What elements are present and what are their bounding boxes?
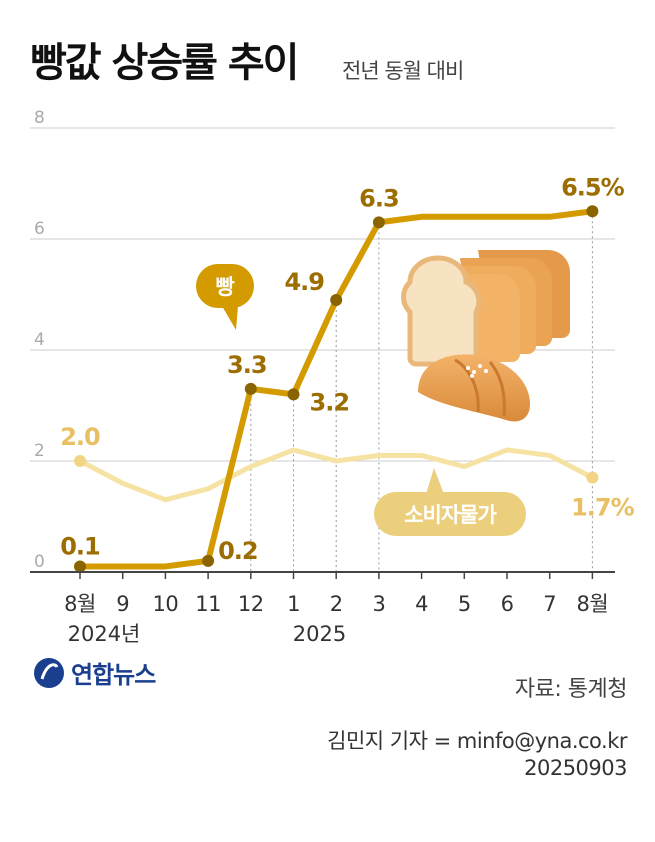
cpi-value-label-0: 2.0 (60, 423, 100, 451)
x-tick-label-1: 9 (116, 592, 129, 616)
cpi-point-12 (586, 471, 599, 484)
bread-value-label-3: 0.2 (218, 537, 258, 565)
cpi-legend-label: 소비자물가 (404, 503, 497, 527)
x-tick-label-2: 10 (153, 592, 179, 616)
y-tick-label-6: 6 (34, 219, 45, 239)
bread-point-5 (287, 388, 300, 401)
bread-point-4 (244, 382, 257, 395)
logo-text: 연합뉴스 (71, 661, 156, 689)
bread-point-0 (74, 560, 86, 573)
y-tick-label-2: 2 (34, 441, 45, 461)
year-label-2025: 2025 (293, 622, 346, 646)
x-tick-label-11: 7 (543, 592, 556, 616)
cpi-legend-pointer (426, 468, 444, 494)
x-tick-label-9: 5 (458, 592, 471, 616)
y-tick-label-0: 0 (34, 552, 45, 572)
bread-point-3 (202, 554, 215, 567)
x-tick-label-3: 11 (195, 592, 221, 616)
bread-value-label-7: 6.3 (359, 184, 399, 212)
x-tick-label-8: 4 (415, 592, 428, 616)
bread-value-label-4: 3.3 (227, 351, 267, 379)
source-note: 자료: 통계청 (514, 677, 628, 702)
cpi-legend-bubble (374, 492, 526, 536)
bread-legend-pointer (222, 306, 238, 330)
x-tick-label-6: 2 (330, 592, 343, 616)
cpi-line (78, 447, 594, 503)
x-tick-label-0: 8월 (64, 592, 96, 616)
bread-value-label-12: 6.5% (561, 173, 625, 201)
yonhap-logo-icon (34, 657, 64, 688)
x-tick-label-12: 8월 (577, 592, 609, 616)
page-subtitle: 전년 동월 대비 (342, 59, 464, 83)
credit-block: 김민지 기자 = minfo@yna.co.kr 20250903 (327, 728, 627, 782)
reporter-credit: 김민지 기자 = minfo@yna.co.kr (327, 729, 627, 753)
bread-legend-label: 빵 (215, 275, 234, 299)
x-tick-label-10: 6 (501, 592, 514, 616)
x-tick-label-4: 12 (238, 592, 264, 616)
x-tick-label-7: 3 (372, 592, 385, 616)
cpi-point-0 (74, 455, 86, 467)
bread-illustration (401, 250, 570, 422)
bread-point-6 (330, 294, 343, 307)
x-tick-label-5: 1 (287, 592, 300, 616)
bread-point-12 (586, 205, 599, 218)
croissant-icon (418, 354, 530, 422)
publish-date: 20250903 (524, 756, 627, 780)
bread-value-label-6: 4.9 (284, 268, 324, 296)
yonhap-logo: 연합뉴스 (33, 655, 156, 690)
cpi-value-label-12: 1.7% (571, 494, 635, 522)
y-tick-label-4: 4 (34, 330, 45, 350)
bread-loaf-icon (401, 250, 570, 367)
year-label-2024: 2024년 (68, 622, 141, 646)
y-tick-label-8: 8 (34, 108, 45, 128)
page-title: 빵값 상승률 추이 (30, 40, 299, 86)
bread-value-label-0: 0.1 (60, 532, 100, 560)
bread-legend-bubble (196, 264, 254, 308)
bread-value-label-5: 3.2 (310, 388, 350, 416)
bread-point-7 (372, 216, 385, 229)
